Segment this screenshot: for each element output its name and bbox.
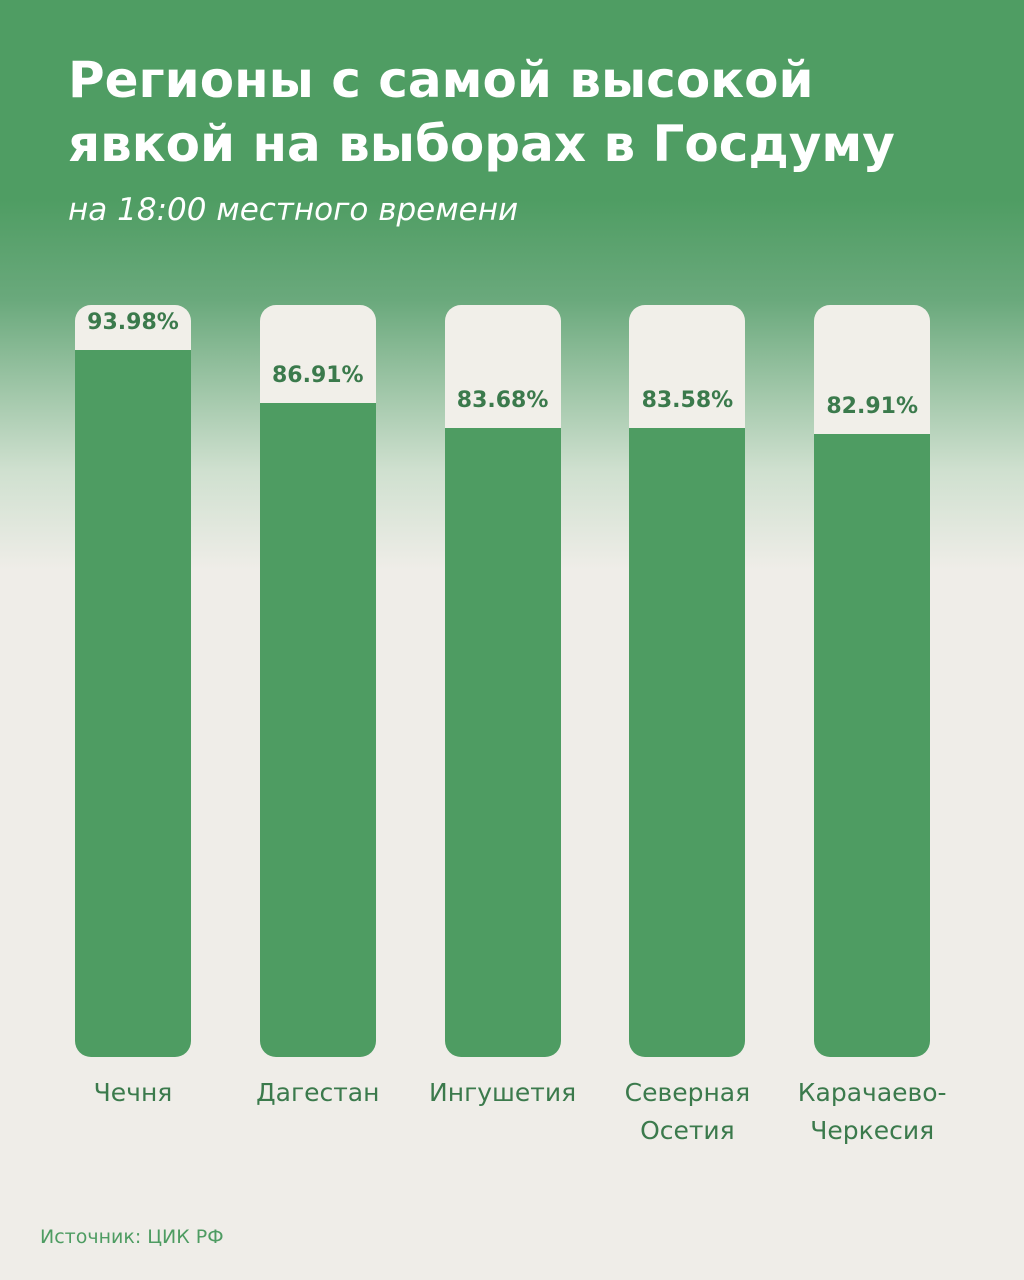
bar bbox=[444, 427, 561, 1057]
bar bbox=[814, 433, 931, 1057]
bar bbox=[259, 403, 376, 1057]
bar-track: 93.98% bbox=[75, 305, 191, 1057]
value-label: 82.91% bbox=[826, 393, 918, 419]
value-label: 93.98% bbox=[87, 310, 179, 336]
x-tick-label: Северная Осетия bbox=[624, 1078, 751, 1145]
bar-track: 86.91% bbox=[259, 305, 376, 1057]
x-tick-label: Карачаево-Черкесия bbox=[797, 1078, 947, 1145]
value-label: 83.68% bbox=[456, 387, 549, 413]
bar-track: 82.91% bbox=[814, 305, 931, 1057]
value-label: 83.58% bbox=[641, 388, 734, 414]
chart-subtitle: на 18:00 местного времени bbox=[68, 192, 519, 228]
bar-track: 83.58% bbox=[629, 305, 746, 1057]
bar bbox=[629, 428, 746, 1057]
chart-title: Регионы с самой высокой явкой на выборах… bbox=[68, 51, 895, 173]
x-tick-label: Чечня bbox=[93, 1078, 173, 1107]
source: Источник: ЦИК РФ bbox=[40, 1226, 224, 1248]
bar-track: 83.68% bbox=[444, 305, 561, 1057]
x-tick-label: Дагестан bbox=[256, 1078, 380, 1107]
bar bbox=[75, 350, 191, 1057]
value-label: 86.91% bbox=[271, 363, 364, 389]
x-tick-label: Ингушетия bbox=[429, 1078, 577, 1107]
